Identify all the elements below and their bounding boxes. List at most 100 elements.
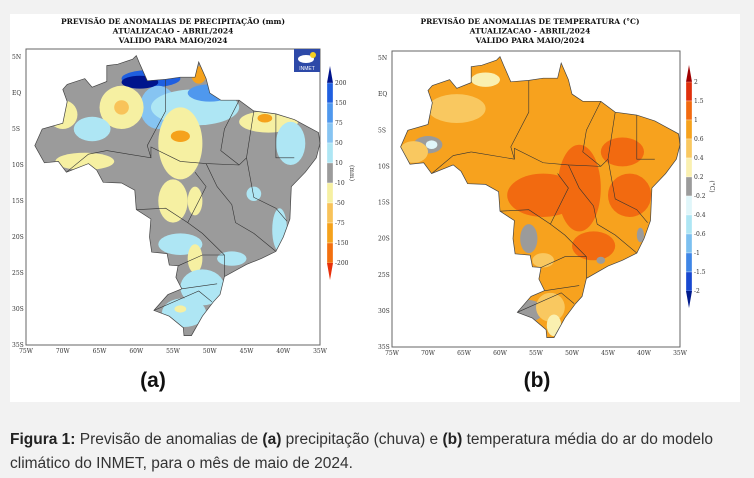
- colorbar-label: -1.5: [694, 269, 706, 276]
- anomaly-region: [158, 179, 188, 223]
- state-border: [136, 207, 225, 277]
- lon-tick: 40W: [276, 348, 291, 355]
- lon-tick: 55W: [166, 348, 181, 355]
- lat-tick: 5N: [12, 54, 21, 61]
- colorbar-label: -1: [694, 250, 700, 257]
- anomaly-region: [608, 173, 652, 217]
- anomaly-region: [520, 224, 538, 254]
- colorbar-segment: [685, 233, 693, 254]
- sun-icon: [310, 52, 316, 58]
- colorbar-segment: [326, 122, 334, 144]
- colorbar-label: -10: [335, 180, 345, 187]
- colorbar-label: 50: [335, 140, 343, 147]
- lat-tick: 10S: [378, 163, 390, 170]
- state-border: [582, 101, 602, 167]
- lat-tick: EQ: [12, 90, 21, 97]
- colorbar-label: 2: [694, 79, 698, 86]
- lon-tick: 60W: [493, 350, 508, 357]
- anomaly-field: [34, 55, 321, 336]
- caption-b: (b): [442, 431, 463, 448]
- colorbar-segment: [326, 82, 334, 104]
- anomaly-region: [55, 152, 115, 171]
- lon-tick: 35W: [313, 348, 328, 355]
- lon-tick: 40W: [637, 350, 652, 357]
- colorbar-segment: [685, 81, 693, 102]
- state-border: [220, 100, 240, 166]
- state-border: [540, 256, 587, 268]
- state-border: [499, 209, 587, 279]
- colorbar-bottom-arrow: [686, 291, 692, 308]
- colorbar-label: -75: [335, 220, 345, 227]
- state-border: [178, 254, 225, 267]
- lat-tick: 20S: [378, 236, 390, 243]
- colorbar-segment: [326, 202, 334, 224]
- lon-tick: 45W: [240, 348, 255, 355]
- anomaly-region: [428, 94, 486, 124]
- colorbar-segment: [685, 176, 693, 197]
- anomaly-region: [180, 269, 225, 306]
- lon-tick: 70W: [421, 350, 436, 357]
- caption-figure-label: Figura 1:: [10, 431, 76, 448]
- anomaly-region: [471, 72, 500, 87]
- colorbar-label: -200: [335, 260, 349, 267]
- lon-tick: 55W: [529, 350, 544, 357]
- colorbar: 200 150 75 50 10 -10 -50 -75 -150 -200 (mm): [326, 66, 355, 280]
- anomaly-field: [400, 56, 680, 338]
- colorbar-segment: [685, 157, 693, 178]
- anomaly-region: [170, 130, 190, 142]
- anomaly-region: [114, 100, 129, 115]
- lat-tick: 25S: [378, 272, 390, 279]
- anomaly-region: [217, 251, 247, 266]
- colorbar-label: -0.6: [694, 231, 706, 238]
- lat-tick: EQ: [378, 91, 387, 98]
- lat-tick: 35S: [378, 344, 390, 351]
- lat-tick: 15S: [378, 200, 390, 207]
- inmet-logo: INMET: [294, 49, 320, 72]
- lat-tick: 25S: [12, 270, 24, 277]
- colorbar-unit: (mm): [348, 165, 355, 181]
- state-border: [607, 112, 648, 223]
- colorbar: 2 1.5 1 0.6 0.4 0.2 -0.2 -0.4 -0.6 -1 -1.5 -2 (°C): [685, 65, 715, 308]
- lat-tick: 30S: [378, 308, 390, 315]
- state-border: [146, 79, 166, 158]
- state-border: [510, 80, 530, 160]
- figure-maps: PREVISÃO DE ANOMALIAS DE PRECIPITAÇÃO (m…: [12, 17, 715, 392]
- anomaly-region: [600, 137, 645, 167]
- anomaly-region: [246, 186, 262, 201]
- state-border: [181, 283, 218, 290]
- caption-text-1: Previsão de anomalias de: [75, 431, 263, 448]
- panel-label: (a): [140, 369, 166, 392]
- anomaly-region: [536, 292, 565, 322]
- map-title-line: PREVISÃO DE ANOMALIAS DE TEMPERATURA (°C…: [420, 17, 639, 26]
- colorbar-segment: [326, 242, 334, 264]
- lon-tick: 65W: [93, 348, 108, 355]
- map-title-line: ATUALIZACAO - ABRIL/2024: [112, 27, 234, 36]
- caption-a: (a): [262, 431, 282, 448]
- caption-text-3: temperatura média do ar do modelo climát…: [10, 431, 714, 472]
- anomaly-region: [532, 253, 554, 268]
- lat-tick: 15S: [12, 198, 24, 205]
- colorbar-segment: [685, 138, 693, 159]
- lon-tick: 65W: [457, 350, 472, 357]
- anomaly-region: [275, 121, 306, 165]
- colorbar-segment: [685, 195, 693, 216]
- state-border: [66, 150, 107, 173]
- state-border: [517, 292, 575, 313]
- lon-tick: 50W: [203, 348, 218, 355]
- anomaly-region: [73, 116, 111, 142]
- state-border: [205, 163, 277, 252]
- lon-tick: 75W: [385, 350, 400, 357]
- anomaly-region: [596, 256, 606, 264]
- map-title-line: PREVISÃO DE ANOMALIAS DE PRECIPITAÇÃO (m…: [61, 17, 285, 26]
- colorbar-top-arrow: [686, 65, 692, 82]
- colorbar-unit: (°C): [708, 180, 715, 192]
- cloud-icon: [298, 55, 314, 63]
- colorbar-segment: [685, 214, 693, 235]
- state-border: [275, 113, 295, 159]
- caption-text-2: precipitação (chuva) e: [281, 431, 443, 448]
- colorbar-segment: [326, 222, 334, 244]
- anomaly-region: [572, 231, 616, 261]
- colorbar-label: -150: [335, 240, 349, 247]
- colorbar-segment: [326, 182, 334, 204]
- state-border: [568, 164, 637, 254]
